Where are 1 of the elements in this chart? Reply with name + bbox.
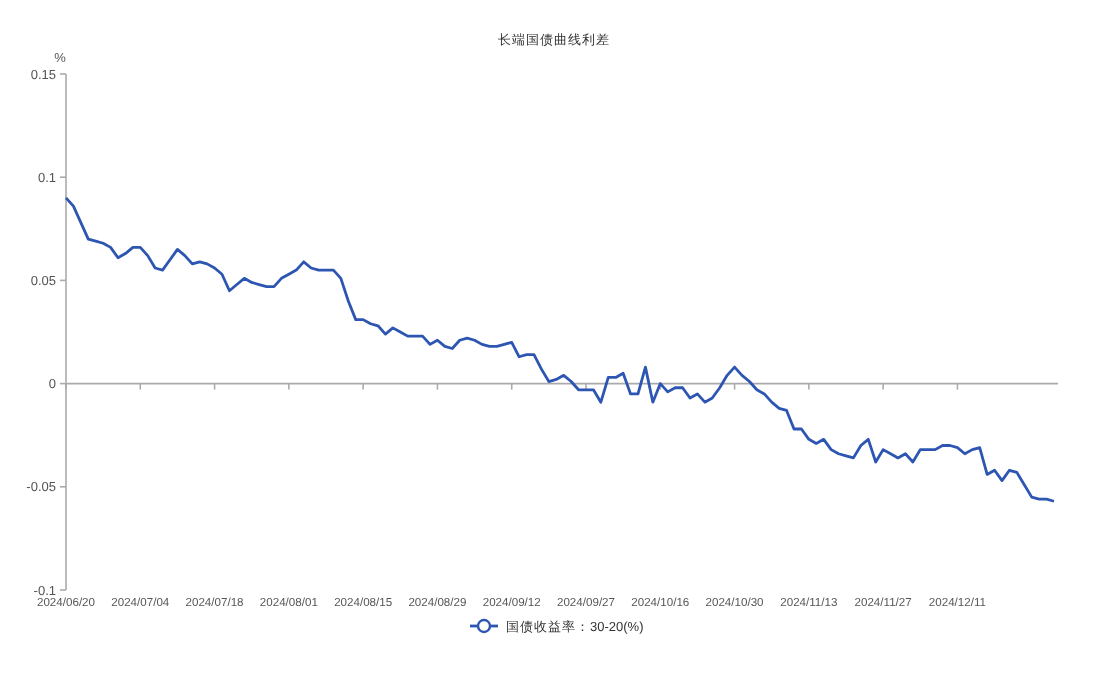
line-series — [64, 196, 1056, 503]
